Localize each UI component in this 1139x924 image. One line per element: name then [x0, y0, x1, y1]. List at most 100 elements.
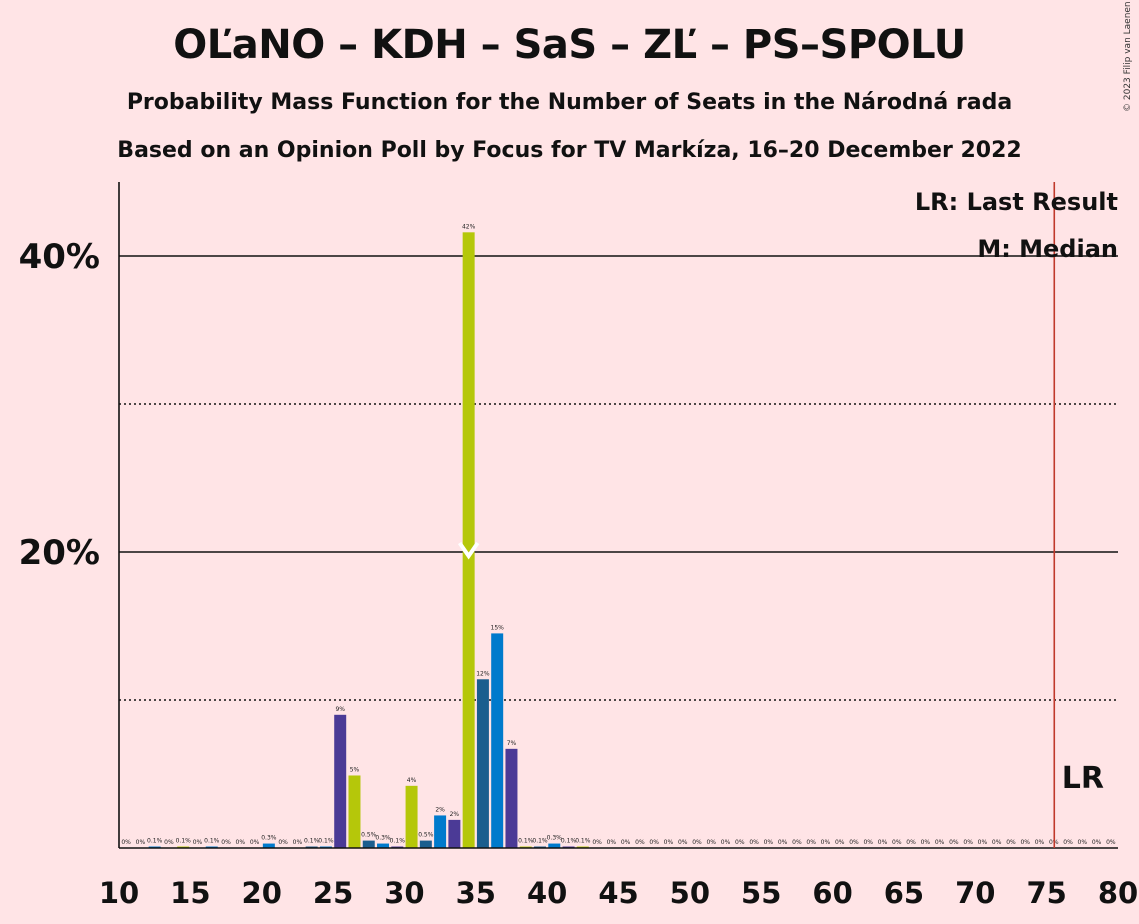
y-tick-label: 40% — [19, 237, 100, 277]
data-label: 0% — [692, 839, 702, 846]
data-label: 0.5% — [361, 832, 377, 839]
data-label: 0% — [278, 839, 288, 846]
x-tick-label: 10 — [99, 876, 139, 910]
data-label: 12% — [476, 670, 490, 677]
bar-seat-37 — [491, 633, 504, 848]
data-label: 0% — [1078, 839, 1088, 846]
data-label: 0% — [164, 839, 174, 846]
median-marker — [458, 541, 480, 560]
data-label: 0% — [978, 839, 988, 846]
x-tick-label: 75 — [1026, 876, 1066, 910]
data-label: 0% — [792, 839, 802, 846]
bar-seat-36 — [476, 679, 489, 848]
data-label: 0.3% — [375, 835, 391, 842]
data-label: 0% — [906, 839, 916, 846]
data-label: 0% — [821, 839, 831, 846]
data-label: 0.1% — [561, 838, 577, 845]
x-tick-label: 35 — [456, 876, 496, 910]
data-label: 0% — [1035, 839, 1045, 846]
data-label: 0% — [735, 839, 745, 846]
data-label: 0% — [136, 839, 146, 846]
data-label: 0% — [892, 839, 902, 846]
bar-seat-38 — [505, 748, 518, 848]
data-label: 0% — [764, 839, 774, 846]
bar-seat-41 — [548, 843, 561, 848]
chart-source-line: Based on an Opinion Poll by Focus for TV… — [117, 138, 1022, 163]
x-tick-label: 55 — [741, 876, 781, 910]
bar-seat-26 — [334, 714, 347, 848]
data-label: 4% — [407, 777, 417, 784]
data-label: 0% — [806, 839, 816, 846]
data-label: 0% — [849, 839, 859, 846]
bar-seat-28 — [362, 840, 375, 848]
data-label: 0.1% — [518, 838, 534, 845]
axes: 20% 40% 10 15 20 25 30 35 40 45 50 55 60 65 70 75 80 — [19, 182, 1138, 910]
data-label: 0% — [992, 839, 1002, 846]
data-label: 0% — [635, 839, 645, 846]
data-label: 0% — [121, 839, 131, 846]
bar-seat-32 — [419, 840, 432, 848]
data-label: 0.1% — [318, 838, 334, 845]
data-label: 0.1% — [176, 838, 192, 845]
data-label: 5% — [350, 766, 360, 773]
data-label: 0.1% — [147, 838, 163, 845]
data-label: 0% — [607, 839, 617, 846]
legend-median: M: Median — [977, 235, 1118, 263]
data-label: 0% — [193, 839, 203, 846]
data-label: 0% — [649, 839, 659, 846]
data-label: 0.3% — [261, 835, 277, 842]
data-label: 42% — [462, 223, 476, 230]
x-tick-label: 65 — [884, 876, 924, 910]
data-label: 0% — [664, 839, 674, 846]
x-tick-label: 50 — [670, 876, 710, 910]
data-label: 0% — [963, 839, 973, 846]
data-labels: 0% 0% 0.1% 0% 0.1% 0% 0.1% 0% 0% 0%0.3%0% 0% 0.1% 0.… — [121, 223, 1116, 846]
data-label: 0% — [921, 839, 931, 846]
data-label: 0% — [250, 839, 260, 846]
bar-seat-21 — [262, 843, 275, 848]
data-label: 0% — [293, 839, 303, 846]
data-label: 0% — [721, 839, 731, 846]
chart-subtitle: Probability Mass Function for the Number… — [126, 90, 1013, 115]
data-label: 0% — [835, 839, 845, 846]
data-label: 0% — [878, 839, 888, 846]
x-tick-label: 30 — [384, 876, 424, 910]
data-label: 0% — [778, 839, 788, 846]
data-label: 0% — [678, 839, 688, 846]
data-label: 0% — [949, 839, 959, 846]
data-label: 0% — [1020, 839, 1030, 846]
bar-seat-34 — [448, 819, 461, 848]
legend-last-result: LR: Last Result — [915, 188, 1118, 216]
bar-seat-33 — [434, 815, 447, 848]
data-label: 2% — [450, 811, 460, 818]
x-tick-label: 40 — [527, 876, 567, 910]
data-label: 0.1% — [532, 838, 548, 845]
data-label: 0% — [935, 839, 945, 846]
y-tick-label: 20% — [19, 533, 100, 573]
x-tick-label: 25 — [313, 876, 353, 910]
x-tick-label: 70 — [955, 876, 995, 910]
bar-seat-35 — [462, 232, 475, 848]
x-tick-label: 80 — [1098, 876, 1138, 910]
data-label: 0% — [592, 839, 602, 846]
bar-seat-31 — [405, 785, 418, 848]
data-label: 0.1% — [304, 838, 320, 845]
data-label: 0.3% — [547, 835, 563, 842]
data-label: 0% — [621, 839, 631, 846]
chart-title: OĽaNO – KDH – SaS – ZĽ – PS–SPOLU — [173, 22, 966, 68]
chart-overlay: LR LR: Last Result M: Median — [458, 182, 1118, 848]
data-label: 0% — [236, 839, 246, 846]
x-tick-label: 20 — [242, 876, 282, 910]
data-label: 0.1% — [204, 838, 220, 845]
data-label: 0% — [221, 839, 231, 846]
data-label: 2% — [435, 806, 445, 813]
data-label: 0% — [1063, 839, 1073, 846]
data-label: 0% — [1106, 839, 1116, 846]
bar-seat-27 — [348, 775, 361, 848]
bar-series — [148, 232, 589, 848]
data-label: 0% — [1006, 839, 1016, 846]
data-label: 0.1% — [575, 838, 591, 845]
data-label: 9% — [335, 706, 345, 713]
data-label: 0.5% — [418, 832, 434, 839]
